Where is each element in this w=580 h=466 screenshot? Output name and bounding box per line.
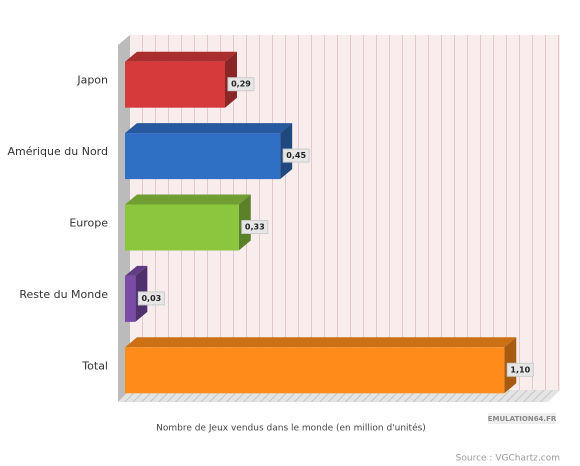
y-tick-label: Japon: [76, 74, 108, 87]
bar: [125, 133, 281, 180]
value-label-box: [227, 77, 255, 92]
bar: [125, 204, 239, 251]
value-label-box: [282, 148, 310, 163]
watermark-box: [488, 413, 556, 424]
bar: [125, 275, 136, 322]
y-tick-label: Reste du Monde: [19, 288, 108, 301]
value-label-box: [137, 291, 165, 306]
value-label: 0,45: [286, 151, 306, 160]
source: Source : VGChartz.com: [456, 454, 560, 464]
bar: [125, 61, 225, 108]
value-label-box: [241, 220, 269, 234]
bar: [125, 347, 505, 394]
value-label: 0,03: [141, 294, 161, 303]
bar-top: [125, 194, 251, 205]
bar-top: [125, 337, 517, 348]
value-label-box: [506, 362, 534, 377]
bar-top: [125, 265, 148, 276]
watermark: EMULATION64.FR: [488, 415, 557, 423]
x-axis-title: Nombre de Jeux vendus dans le monde (en …: [156, 423, 426, 434]
bar-top: [125, 123, 293, 134]
value-label: 0,33: [245, 223, 265, 232]
value-label: 1,10: [510, 365, 530, 374]
y-tick-label: Europe: [69, 217, 108, 230]
y-tick-label: Total: [81, 359, 108, 372]
value-label: 0,29: [231, 80, 251, 89]
y-tick-label: Amérique du Nord: [7, 145, 108, 158]
bar-top: [125, 51, 237, 62]
